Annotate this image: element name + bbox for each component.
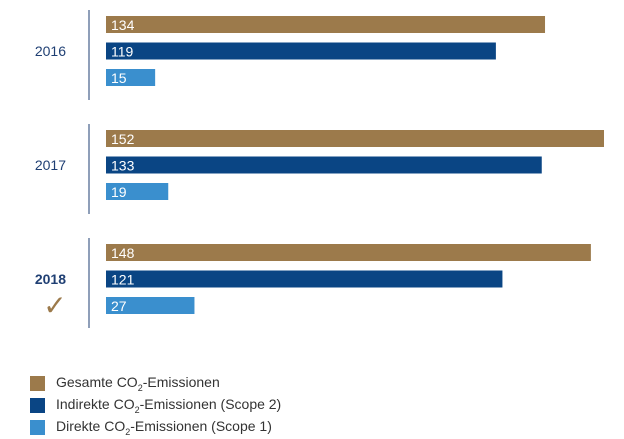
bar-gesamte-2018 bbox=[106, 244, 591, 261]
bar-label-direkte-2018: 27 bbox=[111, 298, 127, 314]
bar-label-indirekte-2018: 121 bbox=[111, 272, 135, 288]
legend-label-direkte: Direkte CO2-Emissionen (Scope 1) bbox=[56, 417, 272, 437]
legend-item-indirekte: Indirekte CO2-Emissionen (Scope 2) bbox=[30, 394, 281, 416]
legend-label-gesamte: Gesamte CO2-Emissionen bbox=[56, 373, 220, 393]
bar-label-indirekte-2016: 119 bbox=[111, 44, 134, 60]
bar-direkte-2016 bbox=[106, 69, 156, 86]
bar-indirekte-2016 bbox=[106, 42, 496, 60]
bar-direkte-2018 bbox=[106, 297, 195, 314]
bar-gesamte-2017 bbox=[106, 130, 604, 147]
bar-label-gesamte-2016: 134 bbox=[111, 17, 135, 33]
bar-label-gesamte-2018: 148 bbox=[111, 245, 135, 261]
bar-label-direkte-2017: 19 bbox=[111, 184, 127, 200]
bar-chart: 2016 134 119 15 2017 152 133 19 2018 ✓ 148 121 27 bbox=[35, 10, 604, 328]
legend-swatch-gesamte bbox=[30, 375, 45, 391]
year-label-2017: 2017 bbox=[35, 157, 66, 173]
bar-direkte-2017 bbox=[106, 183, 169, 200]
legend-label-indirekte: Indirekte CO2-Emissionen (Scope 2) bbox=[56, 395, 282, 415]
bar-gesamte-2016 bbox=[106, 16, 546, 33]
bar-indirekte-2017 bbox=[106, 156, 542, 174]
bar-indirekte-2018 bbox=[106, 270, 503, 288]
legend-item-direkte: Direkte CO2-Emissionen (Scope 1) bbox=[30, 416, 281, 438]
bar-label-gesamte-2017: 152 bbox=[111, 131, 135, 147]
checkmark-icon: ✓ bbox=[43, 289, 66, 322]
year-label-2016: 2016 bbox=[35, 43, 66, 59]
legend-item-gesamte: Gesamte CO2-Emissionen bbox=[30, 372, 281, 394]
legend-swatch-direkte bbox=[30, 419, 45, 435]
year-label-2018: 2018 bbox=[35, 271, 66, 287]
bar-label-direkte-2016: 15 bbox=[111, 70, 127, 86]
legend: Gesamte CO2-Emissionen Indirekte CO2-Emi… bbox=[30, 372, 281, 438]
bar-label-indirekte-2017: 133 bbox=[111, 158, 135, 174]
legend-swatch-indirekte bbox=[30, 397, 45, 413]
